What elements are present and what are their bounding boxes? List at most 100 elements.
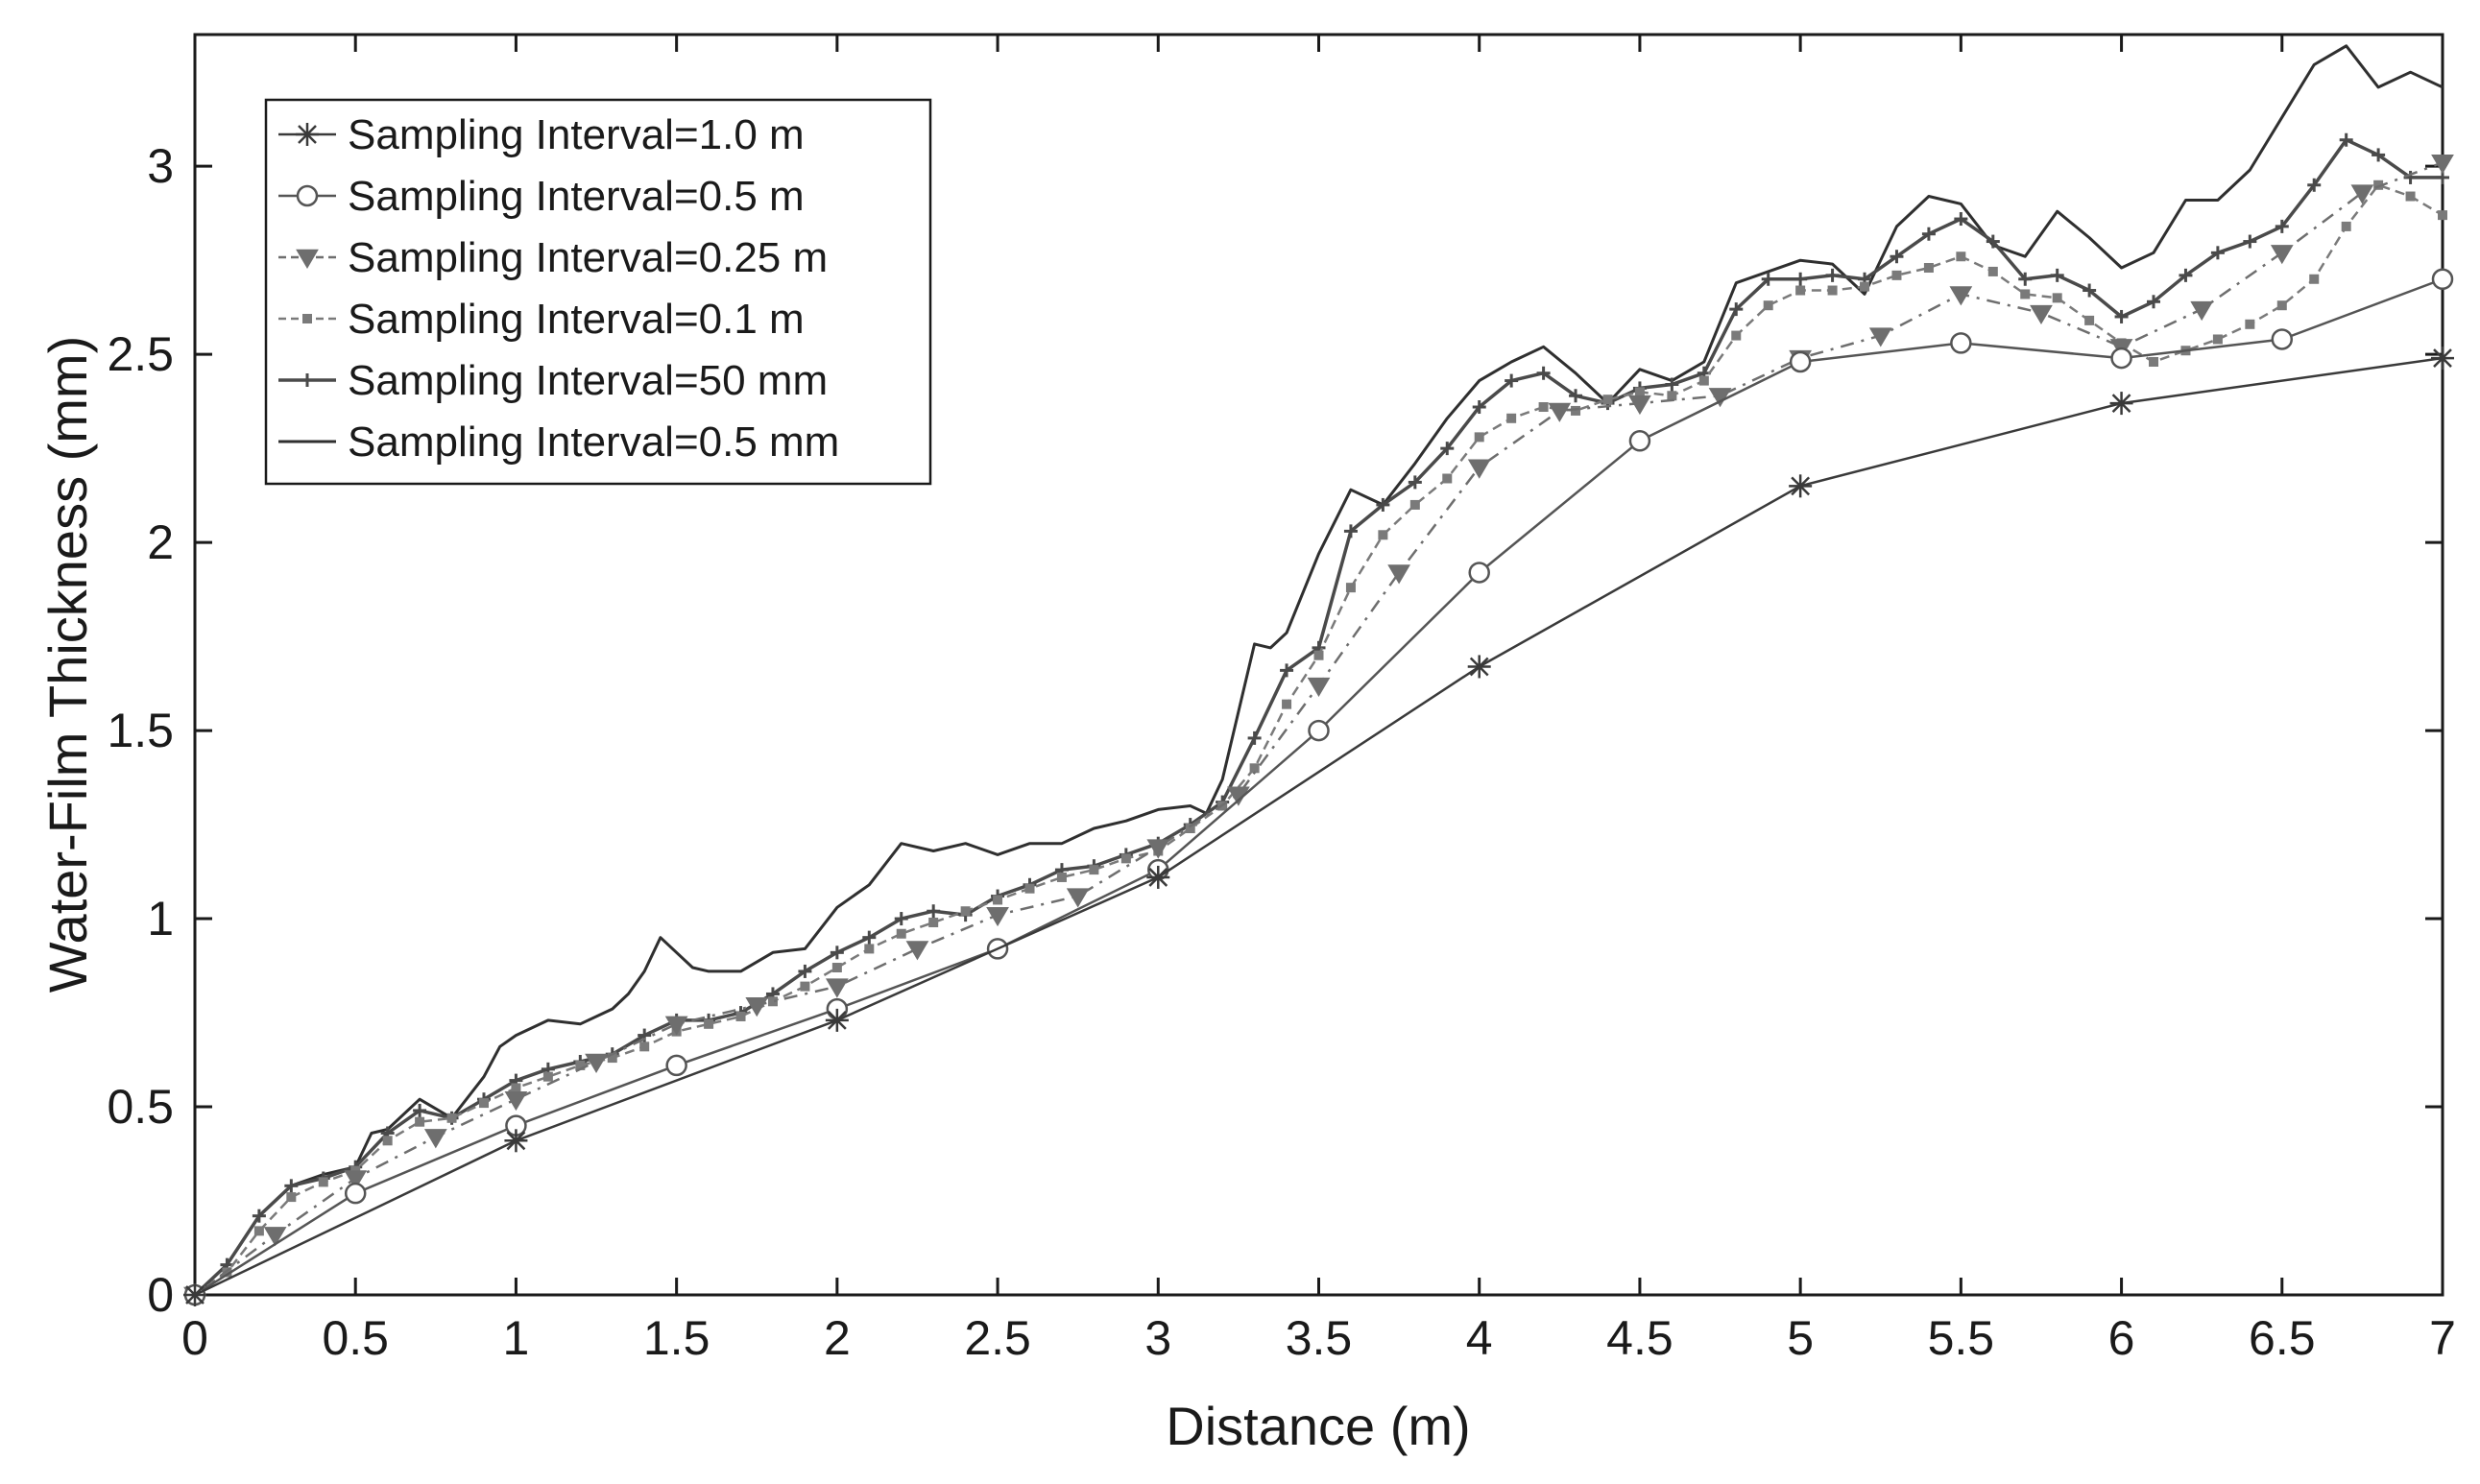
square-marker	[928, 917, 939, 927]
square-marker	[831, 963, 842, 973]
square-marker	[1345, 583, 1356, 593]
square-marker	[639, 1041, 650, 1052]
plus-marker	[830, 945, 844, 960]
plus-marker	[2372, 148, 2386, 162]
square-marker	[1956, 251, 1966, 262]
square-marker	[896, 928, 906, 939]
legend-box	[264, 98, 932, 486]
triangle-marker	[296, 249, 319, 269]
circle-marker	[1628, 430, 1651, 452]
legend-label: Sampling Interval=0.5 mm	[348, 419, 839, 466]
square-marker	[2052, 293, 2062, 303]
triangle-marker	[664, 1016, 688, 1036]
x-tick-label: 1.5	[643, 1311, 710, 1365]
square-marker	[1378, 530, 1388, 540]
square-marker	[2341, 221, 2351, 231]
square-marker	[2212, 334, 2223, 345]
square-marker	[607, 1053, 617, 1064]
plus-marker	[1954, 212, 1968, 227]
plus-marker	[1761, 272, 1775, 286]
plus-marker	[1890, 250, 1904, 264]
square-marker	[1313, 650, 1324, 660]
square-marker	[1763, 300, 1773, 311]
series-line	[193, 44, 2444, 1297]
plus-marker	[2210, 246, 2225, 260]
circle-marker	[344, 1182, 367, 1205]
legend-label: Sampling Interval=0.1 m	[348, 296, 805, 343]
square-marker	[415, 1116, 425, 1127]
plus-marker	[284, 1179, 299, 1193]
square-marker	[1474, 432, 1484, 443]
star-stroke	[2111, 394, 2131, 413]
triangle-marker	[2350, 184, 2374, 204]
plus-marker	[1794, 272, 1808, 286]
triangle-marker	[745, 997, 769, 1017]
y-tick-label: 3	[147, 139, 174, 193]
square-marker	[767, 996, 778, 1007]
plus-marker	[2050, 268, 2064, 282]
circle-marker	[2110, 347, 2132, 370]
star-stroke	[298, 125, 317, 144]
triangle-marker	[2030, 304, 2053, 325]
x-tick-label: 3	[1144, 1311, 1171, 1365]
triangle-marker	[1868, 327, 1892, 347]
triangle-marker	[1387, 564, 1410, 585]
series-5	[193, 44, 2444, 1297]
plus-marker	[1986, 234, 2000, 249]
square-marker	[1056, 872, 1067, 882]
square-marker	[286, 1192, 297, 1203]
star-stroke	[827, 1010, 847, 1030]
plus-marker	[2307, 178, 2322, 192]
legend-label: Sampling Interval=0.25 m	[348, 234, 828, 281]
triangle-marker	[1467, 459, 1491, 479]
y-tick-label: 0	[147, 1268, 174, 1322]
star-stroke	[2433, 348, 2452, 368]
circle-marker	[1468, 562, 1490, 584]
x-axis-title: Distance (m)	[1166, 1396, 1470, 1456]
square-marker	[2276, 300, 2287, 311]
x-tick-label: 7	[2429, 1311, 2456, 1365]
square-marker	[1506, 413, 1517, 423]
square-marker	[478, 1098, 489, 1109]
star-marker	[1467, 655, 1491, 679]
x-axis: 0 0.5 1 1.5 2 2.5 3 3.5 4 4.5 5 5.5 6 6.5 7	[181, 35, 2456, 1365]
plus-marker	[1343, 524, 1358, 539]
plus-marker	[1408, 475, 1422, 490]
triangle-marker	[2270, 245, 2294, 265]
plus-marker	[798, 964, 812, 978]
y-tick-label: 2.5	[107, 327, 174, 381]
plus-marker	[413, 1103, 427, 1117]
square-marker	[1571, 405, 1581, 416]
legend-entry: Sampling Interval=50 mm	[278, 357, 828, 404]
plus-marker	[2339, 132, 2353, 147]
square-marker	[2149, 356, 2159, 367]
plus-marker	[1472, 400, 1486, 415]
plus-marker	[862, 930, 877, 945]
plus-marker	[301, 373, 314, 387]
square-marker	[1667, 391, 1677, 401]
square-marker	[1860, 281, 1870, 292]
square-marker	[1891, 270, 1902, 280]
y-axis-title: Water-Film Thickness (mm)	[37, 336, 98, 993]
plus-marker	[1729, 302, 1744, 317]
plus-marker	[1280, 663, 1294, 678]
square-marker	[1634, 387, 1645, 397]
series-2	[183, 155, 2454, 1306]
x-tick-label: 5.5	[1928, 1311, 1995, 1365]
star-marker	[183, 1283, 206, 1306]
plus-marker	[2403, 170, 2418, 184]
square-marker	[446, 1113, 457, 1123]
square-marker	[2438, 210, 2447, 221]
square-marker	[511, 1083, 521, 1093]
square-marker	[1698, 375, 1709, 386]
square-marker	[704, 1018, 714, 1029]
legend-label: Sampling Interval=50 mm	[348, 357, 828, 404]
star-marker	[1789, 474, 1813, 498]
triangle-marker	[1949, 286, 1973, 306]
circle-marker	[1950, 332, 1972, 354]
square-marker	[1795, 285, 1806, 296]
triangle-marker	[263, 1227, 287, 1247]
series-line	[194, 356, 2444, 1297]
plus-marker	[2179, 268, 2193, 282]
triangle-marker	[2190, 300, 2214, 322]
